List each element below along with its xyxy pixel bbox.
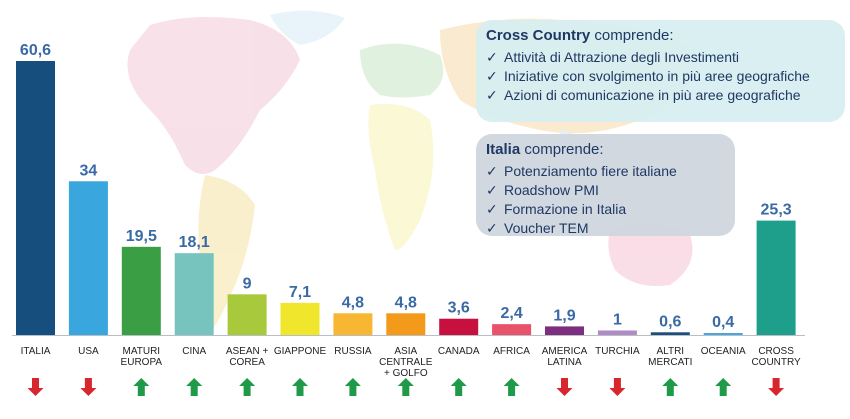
trend-up-arrow-icon (186, 378, 203, 396)
trend-up-arrow-icon (292, 378, 308, 396)
bar-value-label: 60,6 (20, 42, 51, 59)
cross-country-item: ✓ Iniziative con svolgimento in più aree … (486, 68, 810, 84)
category-label: ITALIA (21, 346, 51, 357)
category-label: TURCHIA (595, 346, 640, 357)
bar-value-label: 4,8 (395, 294, 417, 311)
category-label: RUSSIA (334, 346, 372, 357)
category-label: MERCATI (648, 357, 692, 368)
category-label: ALTRI (656, 346, 684, 357)
italia-item: ✓ Roadshow PMI (486, 182, 599, 198)
bar (68, 181, 108, 335)
category-label: CINA (182, 346, 206, 357)
bar-value-label: 4,8 (342, 294, 364, 311)
check-icon: ✓ (486, 182, 498, 198)
cross-country-item: ✓ Azioni di comunicazione in più aree geo… (486, 87, 801, 103)
trend-down-arrow-icon (768, 378, 785, 396)
trend-up-arrow-icon (662, 378, 679, 396)
bar-value-label: 34 (80, 162, 98, 179)
category-label: COREA (229, 357, 265, 368)
category-label: COUNTRY (751, 357, 801, 368)
trend-up-arrow-icon (239, 378, 256, 396)
bar-value-label: 7,1 (289, 284, 311, 301)
category-label: AFRICA (493, 346, 530, 357)
category-label: ASEAN + (226, 346, 269, 357)
category-label: USA (78, 346, 99, 357)
category-label: EUROPA (121, 357, 163, 368)
bar (386, 313, 426, 335)
bar-value-label: 25,3 (761, 202, 792, 219)
bar (703, 333, 743, 335)
italia-item: ✓ Potenziamento fiere italiane (486, 163, 677, 179)
check-icon: ✓ (486, 49, 498, 65)
trend-down-arrow-icon (80, 378, 97, 396)
cross-country-box-title: Cross Country comprende: (486, 27, 674, 44)
category-label: CANADA (438, 346, 480, 357)
italia-info-box: Italia comprende: ✓ Potenziamento fiere i… (476, 134, 735, 236)
category-label: AMERICA (542, 346, 588, 357)
trend-down-arrow-icon (609, 378, 626, 396)
bar (174, 253, 214, 335)
trend-up-arrow-icon (397, 378, 414, 396)
category-label: CROSS (758, 346, 794, 357)
trend-up-arrow-icon (450, 378, 467, 396)
bar-value-label: 9 (243, 275, 252, 292)
cross-country-info-box: Cross Country comprende: ✓ Attività di At… (476, 20, 845, 122)
trend-down-arrow-icon (556, 378, 573, 396)
check-icon: ✓ (486, 163, 498, 179)
category-label: MATURI (123, 346, 161, 357)
bar (280, 302, 320, 335)
bar (16, 61, 55, 335)
bar (492, 324, 532, 335)
bar (439, 318, 479, 335)
bar (121, 246, 161, 335)
bar (650, 332, 690, 335)
bar (545, 326, 584, 335)
check-icon: ✓ (486, 220, 498, 236)
trend-down-arrow-icon (27, 378, 44, 396)
bar-value-label: 1,9 (553, 307, 575, 324)
check-icon: ✓ (486, 201, 498, 217)
trend-up-arrow-icon (133, 378, 150, 396)
trend-up-arrow-icon (715, 378, 732, 396)
bar (597, 330, 637, 335)
check-icon: ✓ (486, 87, 498, 103)
italia-item: ✓ Formazione in Italia (486, 201, 627, 217)
bar-value-label: 19,5 (126, 228, 157, 245)
trend-up-arrow-icon (503, 378, 520, 396)
category-label: LATINA (547, 357, 582, 368)
bar (333, 313, 373, 335)
trend-up-arrow-icon (344, 378, 361, 396)
category-label: ASIA (394, 346, 417, 357)
bar-value-label: 3,6 (448, 300, 470, 317)
bar-value-label: 2,4 (500, 305, 522, 322)
category-label: + GOLFO (384, 368, 428, 379)
check-icon: ✓ (486, 68, 498, 84)
bar (227, 294, 267, 335)
category-label: CENTRALE (379, 357, 433, 368)
category-label: GIAPPONE (274, 346, 327, 357)
category-label: OCEANIA (701, 346, 746, 357)
italia-item: ✓ Voucher TEM (486, 220, 589, 236)
bar-value-label: 0,4 (712, 314, 734, 331)
cross-country-item: ✓ Attività di Attrazione degli Investimen… (486, 49, 740, 65)
italia-box-title: Italia comprende: (486, 141, 604, 158)
bar-value-label: 1 (613, 311, 622, 328)
bar-value-label: 18,1 (179, 234, 210, 251)
bar (756, 220, 796, 335)
bar-value-label: 0,6 (659, 313, 681, 330)
